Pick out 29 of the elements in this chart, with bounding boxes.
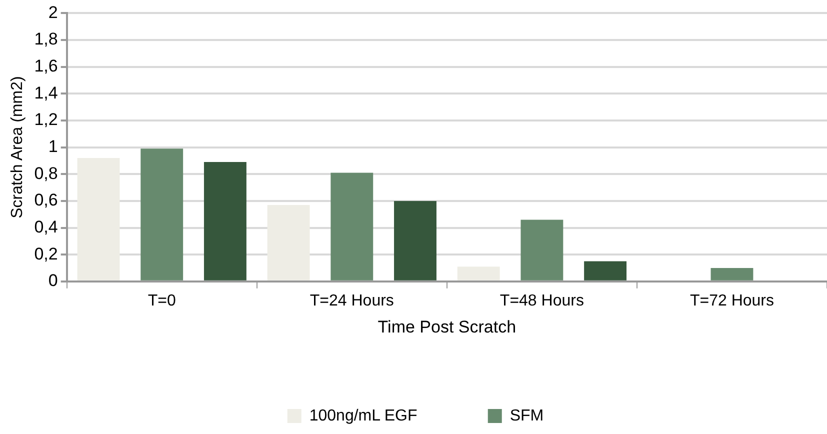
y-tick-label: 0,2 xyxy=(34,244,58,264)
y-tick-label: 0,8 xyxy=(34,164,58,183)
x-axis-title: Time Post Scratch xyxy=(378,317,516,336)
bar xyxy=(330,172,374,280)
y-tick-label: 2 xyxy=(48,2,58,22)
x-tick-label: T=72 Hours xyxy=(690,292,774,310)
bar xyxy=(520,220,564,280)
bar xyxy=(394,200,436,280)
bar xyxy=(710,268,754,280)
y-tick-label: 1,6 xyxy=(34,56,58,76)
bar xyxy=(140,148,184,280)
x-tick-label: T=24 Hours xyxy=(310,292,394,310)
y-tick-label: 1,2 xyxy=(34,110,58,130)
bar xyxy=(584,261,627,280)
y-tick-label: 0,6 xyxy=(34,190,58,210)
bar xyxy=(267,204,310,280)
legend-label: 100ng/mL EGF xyxy=(309,407,418,424)
x-tick-label: T=0 xyxy=(148,292,176,310)
x-tick-label: T=48 Hours xyxy=(500,292,584,310)
y-axis-title: Scratch Area (mm2) xyxy=(9,76,26,218)
y-tick-label: 0 xyxy=(48,271,58,290)
bar xyxy=(204,162,246,280)
y-tick-label: 1,4 xyxy=(34,83,58,102)
y-tick-label: 1 xyxy=(48,136,58,156)
legend-label: SFM xyxy=(510,407,544,424)
bar xyxy=(77,158,120,280)
y-tick-label: 0,4 xyxy=(34,217,58,236)
y-tick-label: 1,8 xyxy=(34,30,58,49)
bar xyxy=(457,266,500,280)
